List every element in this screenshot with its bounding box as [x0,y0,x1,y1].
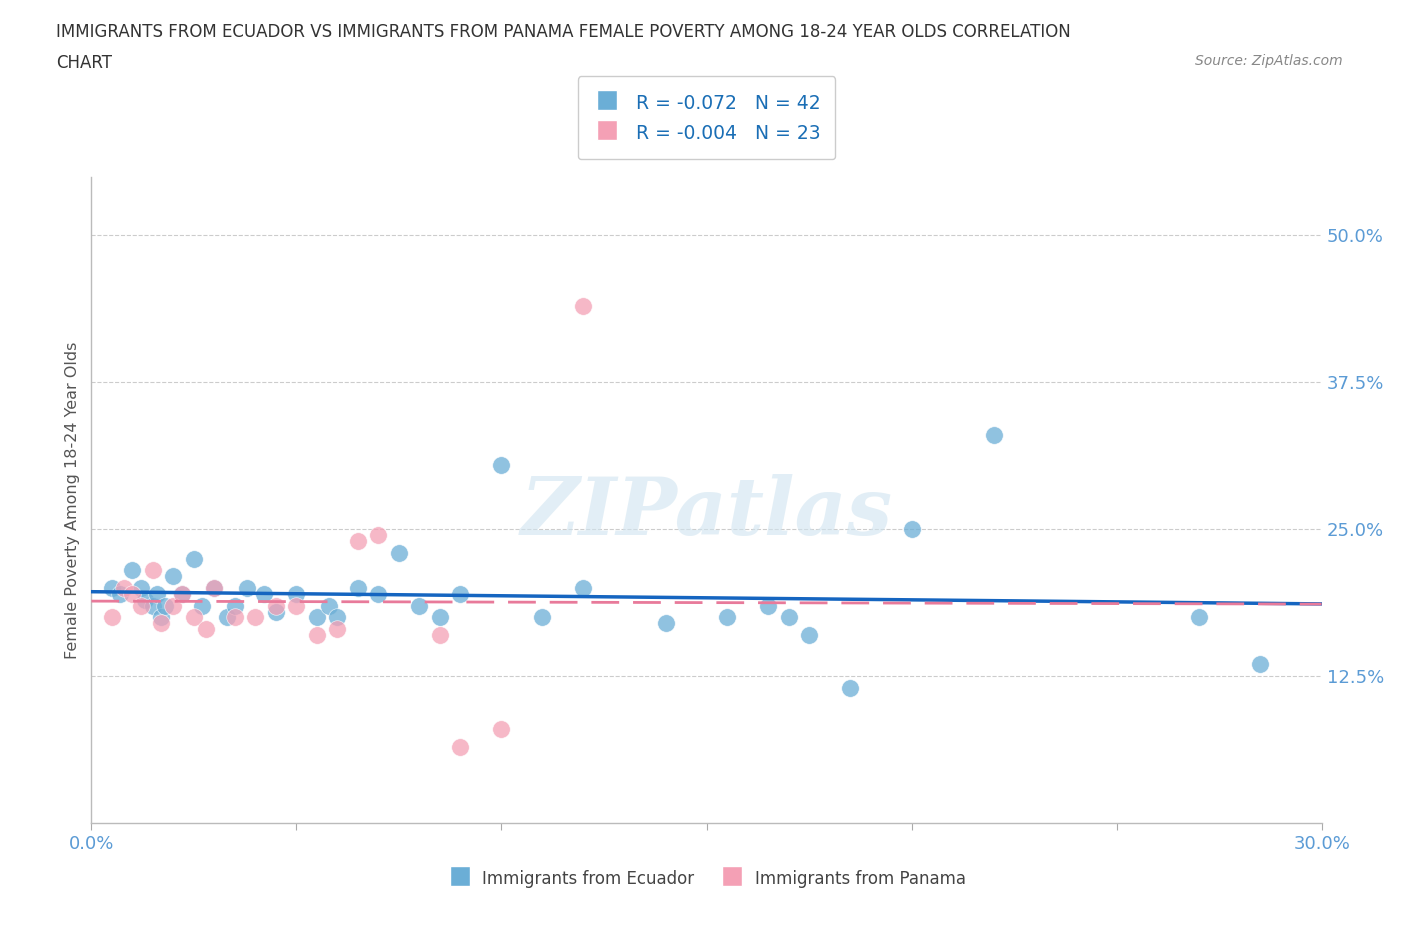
Point [224,598,246,613]
Point [367,587,389,602]
Point [305,610,328,625]
Point [285,598,308,613]
Point [326,610,349,625]
Point [146,587,169,602]
Point [224,610,246,625]
Text: CHART: CHART [56,54,112,72]
Point [285,587,308,602]
Point [347,580,370,595]
Point [245,610,267,625]
Point [449,587,471,602]
Point [170,587,193,602]
Point [162,598,184,613]
Point [367,527,389,542]
Point [797,628,820,643]
Point [983,428,1005,443]
Point [101,580,124,595]
Point [183,610,205,625]
Point [253,587,276,602]
Point [318,598,340,613]
Point [491,722,513,737]
Point [326,622,349,637]
Point [839,681,862,696]
Point [347,534,370,549]
Point [108,587,131,602]
Text: Source: ZipAtlas.com: Source: ZipAtlas.com [1195,54,1343,68]
Point [388,545,411,560]
Point [121,587,143,602]
Point [153,598,177,613]
Point [142,598,165,613]
Point [1249,657,1271,671]
Point [215,610,238,625]
Point [429,628,451,643]
Point [195,622,218,637]
Point [305,628,328,643]
Point [162,569,184,584]
Text: ZIPatlas: ZIPatlas [520,474,893,551]
Point [756,598,779,613]
Point [150,610,173,625]
Point [1187,610,1209,625]
Point [236,580,259,595]
Point [716,610,738,625]
Point [202,580,225,595]
Point [170,587,193,602]
Point [572,299,595,313]
Point [531,610,554,625]
Point [264,598,287,613]
Point [183,551,205,566]
Point [778,610,800,625]
Point [129,598,152,613]
Point [900,522,922,537]
Point [150,616,173,631]
Point [654,616,676,631]
Point [101,610,124,625]
Point [134,592,156,607]
Point [491,458,513,472]
Point [129,580,152,595]
Legend: Immigrants from Ecuador, Immigrants from Panama: Immigrants from Ecuador, Immigrants from… [441,862,972,896]
Point [429,610,451,625]
Point [408,598,430,613]
Point [191,598,214,613]
Y-axis label: Female Poverty Among 18-24 Year Olds: Female Poverty Among 18-24 Year Olds [65,341,80,658]
Text: IMMIGRANTS FROM ECUADOR VS IMMIGRANTS FROM PANAMA FEMALE POVERTY AMONG 18-24 YEA: IMMIGRANTS FROM ECUADOR VS IMMIGRANTS FR… [56,23,1071,41]
Point [202,580,225,595]
Point [264,604,287,619]
Point [572,580,595,595]
Point [121,563,143,578]
Point [449,739,471,754]
Point [112,580,135,595]
Point [142,563,165,578]
